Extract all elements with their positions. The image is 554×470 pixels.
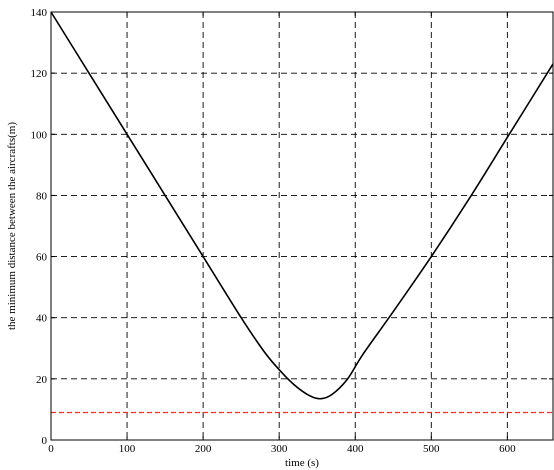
- x-tick-label: 0: [48, 443, 54, 455]
- y-tick-label: 60: [36, 252, 48, 264]
- distance-curve: [50, 11, 554, 400]
- x-tick-label: 600: [499, 443, 516, 455]
- plot-frame: [50, 11, 554, 441]
- y-tick-label: 40: [36, 313, 48, 325]
- grid: [51, 12, 553, 440]
- x-tick-label: 500: [423, 443, 440, 455]
- y-tick-label: 80: [36, 190, 48, 202]
- ticks: 0 100 200 300 400 500 600 0 20 40 60 80 100 120 140: [31, 7, 553, 455]
- y-axis-title: the minimum distance between the aircraf…: [6, 122, 18, 330]
- y-tick-label: 20: [36, 374, 48, 386]
- y-tick-label: 100: [31, 129, 48, 141]
- x-tick-label: 200: [195, 443, 212, 455]
- y-tick-label: 120: [31, 68, 48, 80]
- y-tick-label: 0: [42, 435, 48, 447]
- x-axis-title: time (s): [285, 457, 319, 469]
- series-layer: [50, 11, 554, 414]
- x-tick-label: 100: [119, 443, 136, 455]
- x-tick-label: 400: [347, 443, 364, 455]
- x-tick-label: 300: [271, 443, 288, 455]
- y-tick-label: 140: [31, 7, 48, 19]
